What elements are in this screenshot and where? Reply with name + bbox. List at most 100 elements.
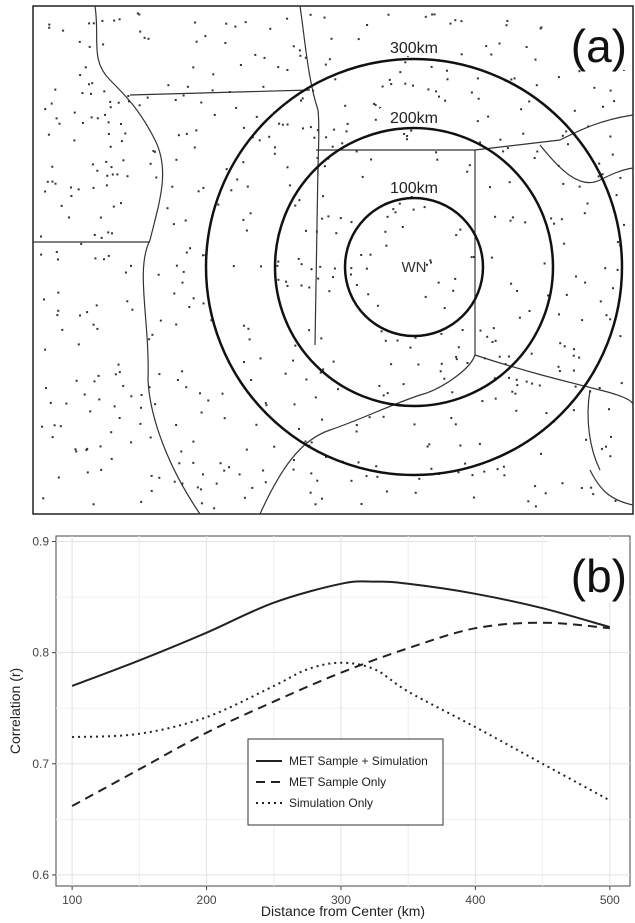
- station-dot: [483, 357, 486, 360]
- station-dot: [172, 223, 175, 226]
- station-dot: [242, 218, 245, 221]
- station-dot: [126, 300, 129, 303]
- station-dot: [328, 58, 331, 61]
- station-dot: [321, 418, 323, 421]
- station-dot: [560, 218, 563, 221]
- station-dot: [530, 352, 533, 355]
- station-dot: [292, 45, 295, 48]
- x-tick-label: 400: [465, 893, 485, 907]
- station-dot: [43, 298, 45, 301]
- station-dot: [59, 425, 62, 428]
- station-dot: [619, 176, 622, 179]
- station-dot: [292, 468, 295, 471]
- station-dot: [399, 71, 402, 74]
- station-dot: [563, 242, 566, 245]
- station-dot: [461, 329, 464, 331]
- station-dot: [547, 294, 549, 297]
- station-dot: [325, 136, 328, 139]
- station-dot: [515, 409, 518, 412]
- station-dot: [309, 126, 312, 129]
- station-dot: [120, 202, 122, 205]
- station-dot: [99, 216, 102, 219]
- station-dot: [276, 264, 279, 267]
- station-dot: [435, 151, 438, 154]
- station-dot: [181, 482, 184, 485]
- station-dot: [553, 222, 555, 225]
- station-dot: [302, 127, 304, 130]
- station-dot: [459, 228, 462, 231]
- station-dot: [91, 163, 94, 166]
- station-dot: [140, 406, 142, 409]
- station-dot: [250, 379, 253, 381]
- station-dot: [572, 354, 575, 357]
- station-dot: [83, 393, 86, 396]
- station-dot: [111, 232, 113, 235]
- station-dot: [470, 91, 473, 94]
- station-dot: [202, 302, 205, 305]
- station-dot: [490, 53, 493, 56]
- station-dot: [344, 104, 347, 107]
- station-dot: [130, 395, 133, 398]
- station-dot: [543, 262, 546, 265]
- station-dot: [304, 56, 307, 59]
- station-dot: [394, 211, 397, 214]
- station-dot: [572, 409, 575, 412]
- station-dot: [107, 121, 110, 124]
- station-dot: [330, 37, 333, 40]
- station-dot: [184, 219, 187, 222]
- station-dot: [138, 13, 141, 16]
- station-dot: [403, 133, 406, 135]
- legend: MET Sample + Simulation MET Sample Only …: [247, 738, 444, 826]
- station-dot: [159, 319, 162, 322]
- station-dot: [105, 160, 108, 163]
- station-dot: [481, 400, 484, 403]
- station-dot: [473, 256, 475, 258]
- station-dot: [316, 129, 319, 132]
- station-dot: [40, 235, 42, 238]
- station-dot: [452, 289, 455, 292]
- station-dot: [424, 295, 427, 298]
- series-line-simulation-only: [72, 661, 611, 802]
- station-dot: [264, 481, 267, 484]
- station-dot: [41, 425, 44, 428]
- station-dot: [585, 438, 587, 441]
- station-dot: [154, 403, 157, 406]
- station-dot: [200, 411, 203, 414]
- station-dot: [365, 475, 368, 478]
- station-dot: [249, 212, 252, 215]
- station-dot: [113, 19, 116, 22]
- station-dot: [381, 85, 384, 88]
- station-dot: [327, 215, 330, 218]
- station-dot: [60, 204, 63, 207]
- station-dot: [498, 355, 501, 358]
- station-dot: [93, 233, 96, 236]
- station-dot: [443, 377, 446, 380]
- station-dot: [616, 241, 619, 244]
- station-dot: [443, 307, 446, 310]
- station-dot: [370, 158, 373, 161]
- station-dot: [79, 314, 81, 317]
- station-dot: [478, 442, 481, 445]
- station-dot: [202, 473, 204, 476]
- station-dot: [499, 138, 502, 141]
- station-dot: [492, 327, 495, 330]
- station-dot: [175, 323, 178, 326]
- station-dot: [604, 267, 607, 270]
- station-dot: [150, 489, 153, 492]
- station-dot: [322, 195, 324, 198]
- station-dot: [73, 139, 76, 142]
- station-dot: [85, 449, 88, 451]
- station-dot: [516, 290, 519, 292]
- station-dot: [251, 486, 254, 489]
- station-dot: [424, 15, 427, 18]
- station-dot: [192, 66, 195, 69]
- station-dot: [70, 195, 73, 197]
- station-dot: [116, 173, 119, 176]
- station-dot: [157, 273, 160, 276]
- x-axis-label: Distance from Center (km): [261, 903, 425, 919]
- station-dot: [89, 410, 92, 413]
- station-dot: [111, 173, 114, 176]
- station-dot: [54, 182, 57, 185]
- station-dot: [471, 474, 474, 477]
- station-dot: [429, 259, 432, 262]
